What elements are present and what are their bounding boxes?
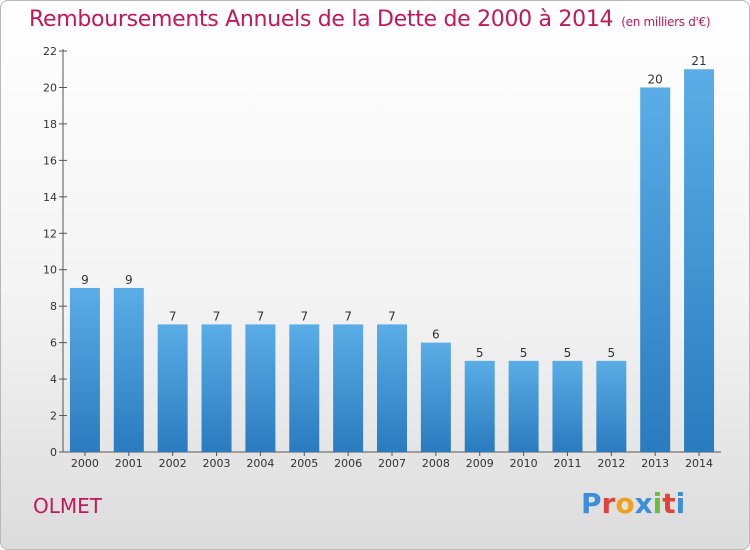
x-tick-label: 2002 — [159, 457, 187, 470]
data-label: 7 — [213, 309, 221, 323]
y-tick-label: 14 — [43, 191, 57, 204]
bar — [464, 360, 495, 452]
bar — [245, 324, 276, 452]
x-tick-label: 2012 — [597, 457, 625, 470]
title-text: Remboursements Annuels de la Dette de 20… — [29, 7, 614, 32]
y-tick-label: 16 — [43, 154, 57, 167]
y-tick-label: 18 — [43, 118, 57, 131]
x-tick-label: 2006 — [334, 457, 362, 470]
data-label: 7 — [257, 309, 265, 323]
x-tick-label: 2005 — [290, 457, 318, 470]
x-tick-label: 2013 — [641, 457, 669, 470]
x-tick-label: 2008 — [422, 457, 450, 470]
y-tick-label: 22 — [43, 45, 57, 58]
bar — [201, 324, 232, 452]
x-tick-label: 2009 — [466, 457, 494, 470]
y-tick-label: 6 — [50, 337, 57, 350]
logo-letter: r — [601, 487, 616, 520]
y-tick-label: 4 — [50, 373, 57, 386]
logo-letter: o — [615, 487, 635, 520]
y-tick-label: 2 — [50, 410, 57, 423]
data-label: 5 — [564, 346, 572, 360]
x-tick-label: 2000 — [71, 457, 99, 470]
bar — [684, 69, 715, 453]
bar — [333, 324, 364, 452]
x-tick-label: 2004 — [246, 457, 274, 470]
data-label: 21 — [691, 54, 706, 68]
bar — [552, 360, 583, 452]
x-tick-label: 2011 — [553, 457, 581, 470]
x-tick-label: 2014 — [685, 457, 713, 470]
data-label: 20 — [648, 72, 663, 86]
chart-title: Remboursements Annuels de la Dette de 20… — [29, 7, 711, 32]
proxiti-logo: Proxiti — [581, 487, 685, 520]
town-name: OLMET — [33, 494, 102, 518]
x-tick-label: 2007 — [378, 457, 406, 470]
bar — [69, 287, 100, 452]
bar — [640, 87, 671, 453]
data-label: 5 — [608, 346, 616, 360]
logo-letter: P — [581, 487, 602, 520]
data-label: 6 — [432, 328, 440, 342]
bar — [596, 360, 627, 452]
logo-letter: i — [675, 487, 686, 520]
data-label: 7 — [169, 309, 177, 323]
y-tick-label: 12 — [43, 227, 57, 240]
logo-letter: t — [662, 487, 676, 520]
chart-subtitle: (en milliers d'€) — [621, 15, 711, 29]
bar — [113, 287, 144, 452]
data-label: 5 — [476, 346, 484, 360]
y-tick-label: 10 — [43, 264, 57, 277]
x-tick-label: 2010 — [510, 457, 538, 470]
bar — [157, 324, 188, 452]
bar — [508, 360, 539, 452]
x-tick-label: 2001 — [115, 457, 143, 470]
data-label: 9 — [81, 273, 89, 287]
data-label: 7 — [300, 309, 308, 323]
axes: 0 2 4 6 8 10 12 14 16 18 20 22 2000 2001 2002 2003 2004 2… — [43, 45, 721, 470]
logo-letter: x — [634, 487, 653, 520]
data-label: 5 — [520, 346, 528, 360]
bar — [377, 324, 407, 452]
bar — [289, 324, 320, 452]
y-tick-label: 0 — [50, 446, 57, 459]
y-tick-label: 8 — [50, 300, 57, 313]
data-label: 7 — [388, 309, 396, 323]
logo-letter: i — [652, 487, 663, 520]
bars: 9 9 7 7 7 7 7 7 6 5 5 5 5 20 21 — [69, 54, 715, 453]
data-label: 9 — [125, 273, 133, 287]
data-label: 7 — [344, 309, 352, 323]
x-tick-label: 2003 — [203, 457, 231, 470]
y-tick-label: 20 — [43, 81, 57, 94]
bar — [420, 342, 451, 452]
